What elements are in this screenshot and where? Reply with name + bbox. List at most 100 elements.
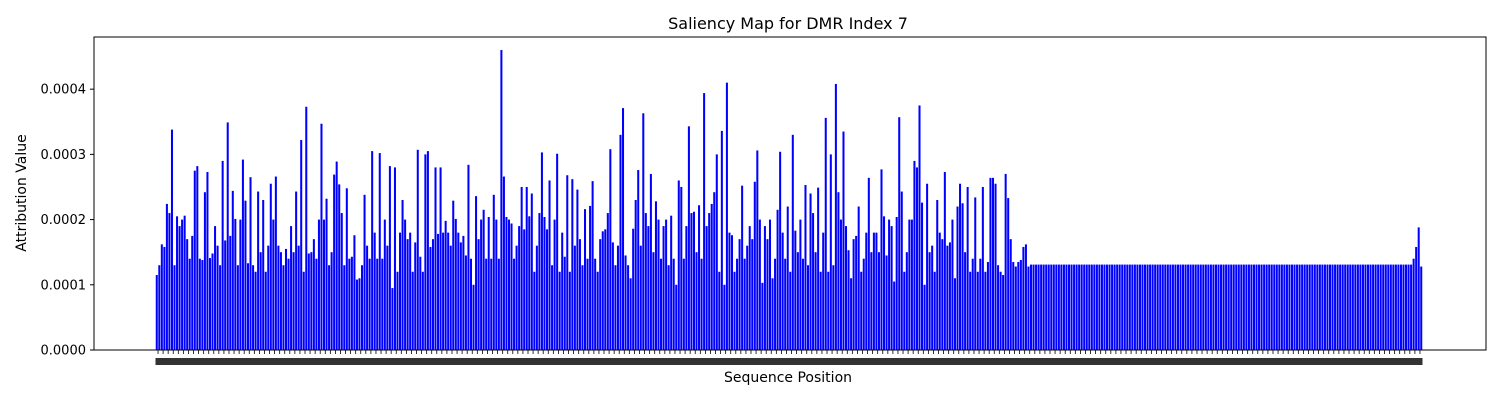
bar [1197,264,1200,350]
bar [224,240,227,350]
bar [1004,173,1007,350]
bar [1242,264,1245,350]
bar [1057,264,1060,350]
bar [206,171,209,350]
bar [1280,264,1283,350]
bar [437,233,440,350]
bar [1270,264,1273,350]
bar [1212,264,1215,350]
y-tick-label: 0.0000 [41,344,87,359]
bar [761,282,764,350]
bar [262,200,265,350]
bar [596,271,599,350]
bar [900,191,903,350]
bar [1128,264,1131,350]
bar [814,252,817,350]
bar [1316,264,1319,350]
bar [330,252,333,350]
bar [361,265,364,350]
y-tick-label: 0.0002 [41,213,87,228]
bar [444,220,447,350]
bar [457,232,460,351]
bar [538,213,541,350]
bar [373,232,376,351]
bar [817,187,820,350]
bar [1209,264,1212,350]
bar [502,176,505,350]
bar [1095,264,1098,350]
bar [513,258,516,350]
bar [1372,264,1375,350]
bar [449,245,452,350]
bar [1384,264,1387,350]
bar [193,170,196,350]
bar [1037,264,1040,350]
bar [675,284,678,350]
bar [1040,264,1043,350]
bar [1204,264,1207,350]
bar [424,154,427,350]
bar [1126,264,1129,350]
bar [1283,264,1286,350]
bar [720,130,723,350]
bar [416,149,419,350]
bar [989,177,992,350]
bar [264,271,267,350]
bar [1382,264,1385,350]
bar [244,200,247,350]
bar [715,154,718,350]
bar [1285,264,1288,350]
bar [771,278,774,350]
bar [563,256,566,350]
bar [525,186,528,350]
bar [652,252,655,350]
bar [991,177,994,350]
bar [637,170,640,350]
y-axis-ticks: 0.0000 0.0001 0.0002 0.0003 0.0004 [41,83,94,359]
bar [300,140,303,350]
bar [730,235,733,350]
bar [1189,264,1192,350]
bar [469,258,472,350]
bar [1149,264,1152,350]
bar [799,219,802,350]
bar [1090,264,1093,350]
bar [297,245,300,350]
bar [219,265,222,350]
bar [1083,264,1086,350]
bar [1268,264,1271,350]
bar [277,245,280,350]
bar [1329,264,1332,350]
bar [1035,264,1038,350]
y-axis-label: Attribution Value [14,134,30,251]
bar [170,129,173,350]
plot-area-frame [93,36,1487,351]
bar [948,242,951,350]
bar [974,197,977,350]
bar [1012,261,1015,350]
bar [1154,264,1157,350]
bar [290,226,293,350]
bar [548,180,551,350]
bar [743,258,746,350]
bar [272,219,275,350]
bar [634,200,637,350]
bar [1085,264,1088,350]
bar [1387,264,1390,350]
bar [1100,264,1103,350]
bar [751,239,754,350]
bar [647,226,650,350]
bar [186,239,189,350]
x-axis-label: Sequence Position [724,370,852,386]
bar [665,219,668,350]
bar [399,232,402,351]
bar [1146,264,1149,350]
bar [229,235,232,350]
bar [388,166,391,350]
bar [1192,264,1195,350]
bar [472,284,475,350]
bar [520,186,523,350]
bar [611,242,614,350]
bar [257,191,260,350]
bar [604,229,607,350]
